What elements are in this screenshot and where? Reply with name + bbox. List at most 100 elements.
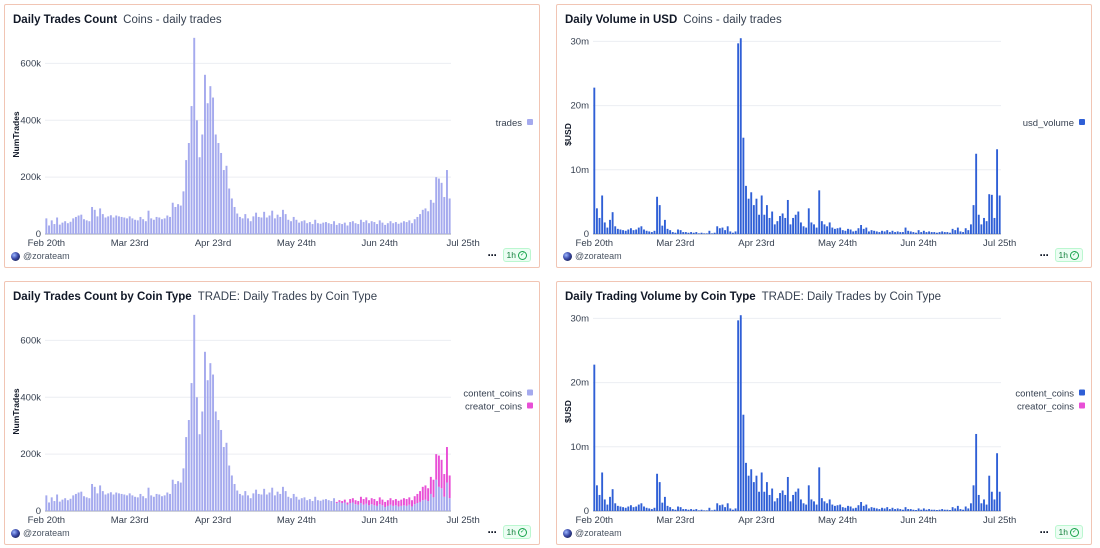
bar-content_coins[interactable] xyxy=(980,503,983,511)
bar-content_coins[interactable] xyxy=(799,499,802,511)
bar-content_coins[interactable] xyxy=(327,500,330,511)
bar-usd_volume[interactable] xyxy=(799,222,802,234)
bar-content_coins[interactable] xyxy=(920,509,923,511)
bar-content_coins[interactable] xyxy=(120,493,123,511)
bar-trades[interactable] xyxy=(241,218,244,234)
bar-content_coins[interactable] xyxy=(943,509,946,511)
bar-trades[interactable] xyxy=(126,218,128,234)
bar-usd_volume[interactable] xyxy=(716,226,719,234)
bar-content_coins[interactable] xyxy=(705,510,708,511)
bar-creator_coins[interactable] xyxy=(346,502,349,505)
bar-trades[interactable] xyxy=(255,212,258,234)
bar-content_coins[interactable] xyxy=(112,494,115,511)
legend-item[interactable]: content_coins xyxy=(1015,389,1074,400)
bar-usd_volume[interactable] xyxy=(711,233,713,234)
bar-content_coins[interactable] xyxy=(155,493,158,511)
author-link[interactable]: @zorateam xyxy=(563,528,622,538)
bar-content_coins[interactable] xyxy=(325,499,327,511)
bar-usd_volume[interactable] xyxy=(726,226,729,234)
bar-usd_volume[interactable] xyxy=(708,230,711,234)
refresh-badge[interactable]: 1h ✓ xyxy=(502,525,531,539)
bar-content_coins[interactable] xyxy=(611,489,614,511)
bar-usd_volume[interactable] xyxy=(724,230,727,234)
bar-content_coins[interactable] xyxy=(290,498,292,511)
bar-trades[interactable] xyxy=(228,188,231,234)
bar-content_coins[interactable] xyxy=(815,504,818,511)
bar-trades[interactable] xyxy=(437,178,440,234)
bar-usd_volume[interactable] xyxy=(773,224,776,234)
bar-content_coins[interactable] xyxy=(432,497,435,511)
bar-content_coins[interactable] xyxy=(45,495,48,511)
bar-trades[interactable] xyxy=(61,222,64,234)
bar-usd_volume[interactable] xyxy=(867,231,870,234)
bar-trades[interactable] xyxy=(155,216,158,234)
bar-trades[interactable] xyxy=(400,222,403,234)
bar-content_coins[interactable] xyxy=(737,320,740,511)
bar-content_coins[interactable] xyxy=(99,485,102,511)
bar-usd_volume[interactable] xyxy=(870,230,873,234)
bar-content_coins[interactable] xyxy=(779,493,781,511)
legend-item[interactable]: usd_volume xyxy=(1023,118,1074,129)
bar-content_coins[interactable] xyxy=(849,506,852,511)
bar-usd_volume[interactable] xyxy=(899,232,902,234)
bar-content_coins[interactable] xyxy=(831,504,834,511)
refresh-badge[interactable]: 1h ✓ xyxy=(502,248,531,262)
bar-content_coins[interactable] xyxy=(721,504,724,511)
bar-content_coins[interactable] xyxy=(142,496,145,511)
bar-content_coins[interactable] xyxy=(847,505,849,511)
bar-trades[interactable] xyxy=(212,97,215,235)
bar-content_coins[interactable] xyxy=(724,507,727,511)
bar-content_coins[interactable] xyxy=(230,475,233,511)
panel-subtitle[interactable]: Coins - daily trades xyxy=(123,14,222,26)
bar-creator_coins[interactable] xyxy=(386,500,389,506)
bar-content_coins[interactable] xyxy=(820,498,823,511)
bar-content_coins[interactable] xyxy=(271,487,274,511)
bar-content_coins[interactable] xyxy=(424,499,427,511)
bar-usd_volume[interactable] xyxy=(815,227,818,234)
bar-content_coins[interactable] xyxy=(443,496,446,511)
bar-content_coins[interactable] xyxy=(640,503,643,511)
bar-trades[interactable] xyxy=(311,224,314,234)
bar-trades[interactable] xyxy=(66,223,69,234)
bar-usd_volume[interactable] xyxy=(959,231,962,234)
bar-trades[interactable] xyxy=(139,216,142,234)
bar-content_coins[interactable] xyxy=(857,505,860,511)
bar-usd_volume[interactable] xyxy=(606,227,609,234)
legend-item[interactable]: creator_coins xyxy=(465,402,522,413)
bar-content_coins[interactable] xyxy=(750,469,753,511)
bar-trades[interactable] xyxy=(220,152,223,234)
bar-content_coins[interactable] xyxy=(792,494,795,511)
bar-trades[interactable] xyxy=(402,221,405,234)
bar-content_coins[interactable] xyxy=(48,502,51,511)
bar-usd_volume[interactable] xyxy=(635,229,638,234)
bar-usd_volume[interactable] xyxy=(888,232,891,234)
bar-trades[interactable] xyxy=(327,223,330,234)
bar-content_coins[interactable] xyxy=(752,482,755,511)
bar-usd_volume[interactable] xyxy=(731,232,734,234)
bar-content_coins[interactable] xyxy=(174,483,177,511)
bar-content_coins[interactable] xyxy=(187,420,190,511)
bar-usd_volume[interactable] xyxy=(925,232,928,234)
bar-content_coins[interactable] xyxy=(77,492,80,511)
bar-content_coins[interactable] xyxy=(330,501,333,511)
bar-trades[interactable] xyxy=(123,217,126,234)
bar-content_coins[interactable] xyxy=(354,504,357,511)
bar-content_coins[interactable] xyxy=(389,504,392,511)
bar-creator_coins[interactable] xyxy=(400,499,403,506)
bar-trades[interactable] xyxy=(448,198,451,234)
bar-trades[interactable] xyxy=(284,214,287,234)
bar-content_coins[interactable] xyxy=(139,493,142,511)
bar-content_coins[interactable] xyxy=(601,472,604,511)
bar-content_coins[interactable] xyxy=(627,506,630,511)
bar-trades[interactable] xyxy=(93,209,96,234)
bar-trades[interactable] xyxy=(271,210,274,234)
bar-content_coins[interactable] xyxy=(429,493,432,511)
bar-content_coins[interactable] xyxy=(74,493,77,511)
bar-trades[interactable] xyxy=(435,177,438,234)
bar-usd_volume[interactable] xyxy=(593,87,596,235)
bar-trades[interactable] xyxy=(193,37,196,234)
bar-trades[interactable] xyxy=(158,217,161,234)
bar-usd_volume[interactable] xyxy=(980,224,983,234)
bar-content_coins[interactable] xyxy=(209,363,212,511)
bar-usd_volume[interactable] xyxy=(833,228,836,234)
